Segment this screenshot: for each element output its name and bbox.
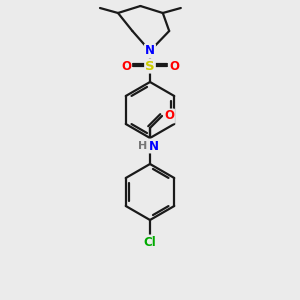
Text: N: N (149, 140, 159, 152)
Text: Cl: Cl (144, 236, 156, 248)
Text: N: N (145, 44, 155, 58)
Text: O: O (121, 59, 131, 73)
Text: H: H (138, 141, 148, 151)
Text: O: O (164, 110, 174, 122)
Text: O: O (169, 59, 179, 73)
Text: S: S (145, 59, 155, 73)
